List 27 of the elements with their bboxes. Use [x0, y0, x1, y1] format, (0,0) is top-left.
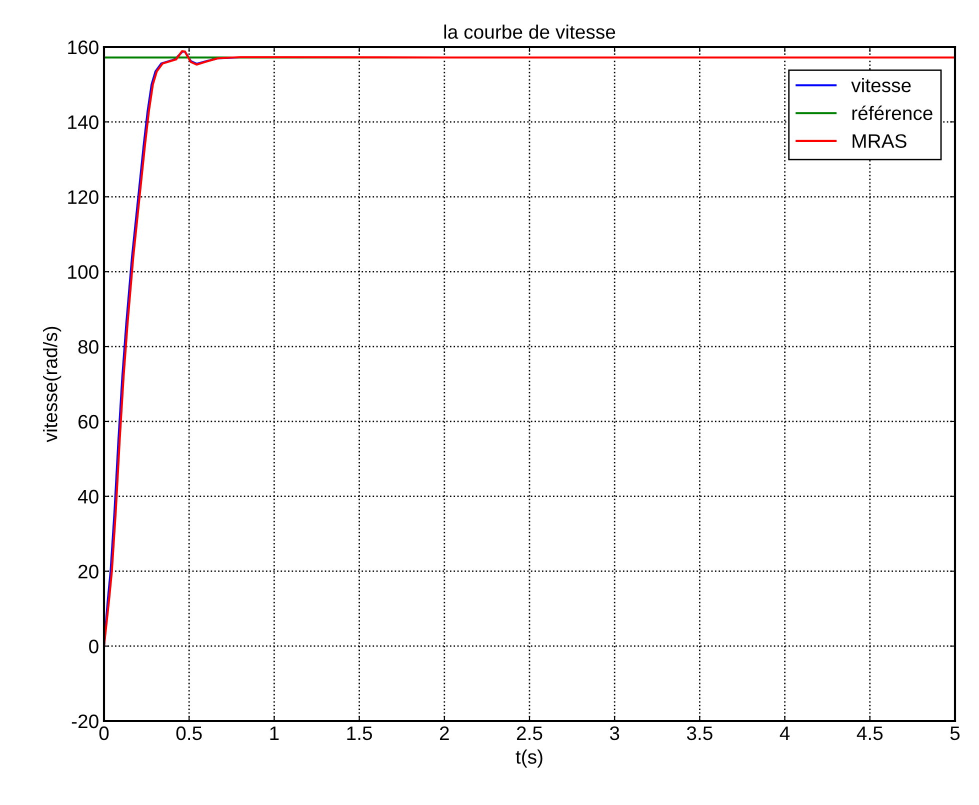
legend-label: MRAS — [852, 134, 906, 148]
x-axis-title: t(s) — [516, 750, 542, 768]
x-tick-label: 3.5 — [686, 726, 712, 740]
legend-label: référence — [852, 106, 932, 120]
x-tick-label: 1.5 — [347, 726, 372, 740]
x-tick-label: 4.5 — [856, 726, 883, 740]
y-tick-label: -20 — [72, 714, 98, 728]
y-tick-label: 0 — [89, 640, 98, 654]
y-tick-label: 160 — [68, 40, 98, 54]
x-tick-label: 0 — [99, 726, 109, 740]
y-tick-label: 120 — [68, 190, 98, 204]
chart-title: la courbe de vitesse — [444, 24, 616, 39]
y-tick-label: 40 — [78, 490, 98, 504]
y-tick-label: 60 — [78, 414, 98, 429]
x-tick-label: 2.5 — [516, 726, 542, 740]
x-tick-label: 1 — [270, 726, 279, 740]
y-tick-label: 140 — [68, 115, 98, 130]
y-tick-label: 80 — [78, 340, 98, 354]
y-axis-title: vitesse(rad/s) — [43, 326, 62, 442]
y-tick-label: 20 — [78, 564, 98, 578]
legend-label: vitesse — [851, 78, 911, 92]
x-tick-label: 3 — [610, 726, 620, 740]
x-tick-label: 4 — [780, 726, 790, 740]
x-tick-label: 0.5 — [176, 726, 202, 740]
y-tick-label: 100 — [68, 265, 98, 279]
x-tick-label: 2 — [440, 726, 449, 740]
x-tick-label: 5 — [950, 726, 960, 740]
